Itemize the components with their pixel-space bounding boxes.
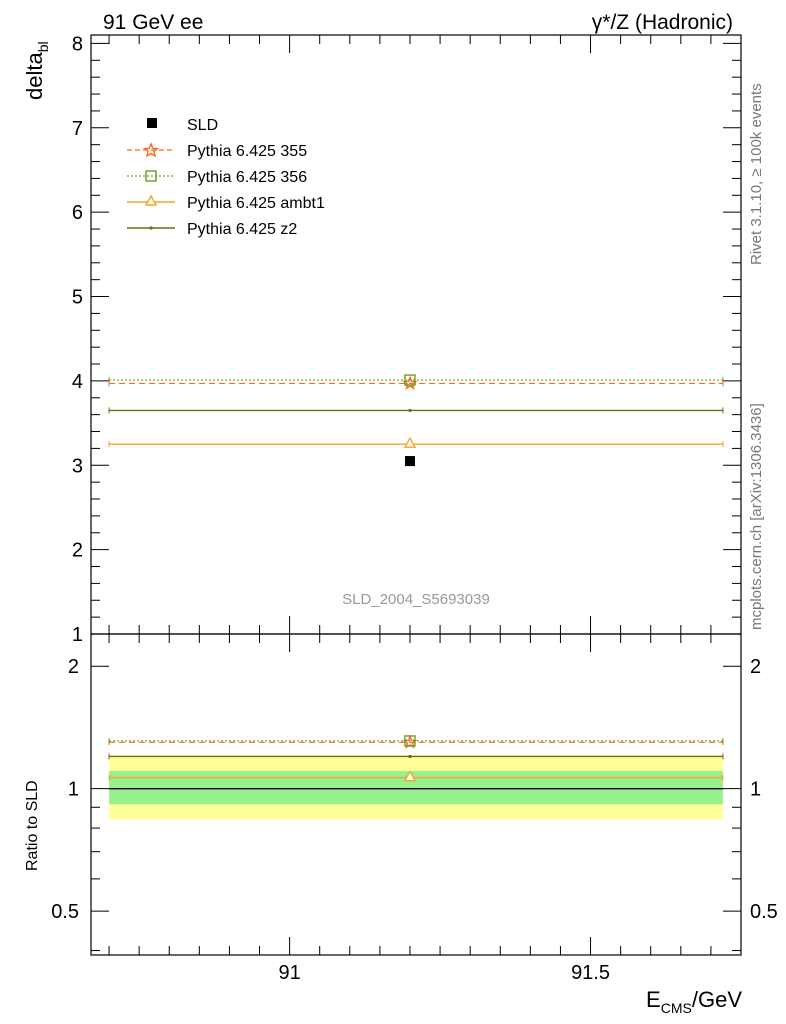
main-point-series-4 bbox=[408, 408, 412, 413]
main-point-series-2 bbox=[404, 374, 416, 386]
legend-label-355: Pythia 6.425 355 bbox=[187, 143, 307, 160]
ratio-y-tick-label-right: 1 bbox=[750, 779, 761, 801]
main-point-series-3 bbox=[403, 436, 417, 448]
legend-marker-z2 bbox=[149, 226, 153, 230]
legend-label-sld: SLD bbox=[187, 117, 218, 134]
legend-marker-ambt1 bbox=[144, 194, 158, 206]
main-y-label: deltabl bbox=[22, 41, 51, 100]
y-tick-label: 2 bbox=[72, 540, 83, 562]
ratio-panel: 0.5 0.5 1 1 2 2 91 91.5 bbox=[51, 633, 778, 984]
ratio-point-series-4 bbox=[408, 754, 412, 759]
ratio-y-label: Ratio to SLD bbox=[24, 780, 41, 871]
legend: SLD Pythia 6.425 355 Pythia 6.425 356 Py… bbox=[127, 117, 325, 238]
legend-label-ambt1: Pythia 6.425 ambt1 bbox=[187, 195, 325, 212]
y-tick-label: 5 bbox=[72, 287, 83, 309]
mcplots-label: mcplots.cern.ch [arXiv:1306.3436] bbox=[748, 403, 765, 630]
legend-marker-sld bbox=[147, 118, 157, 128]
y-tick-label: 1 bbox=[72, 624, 83, 646]
rivet-label: Rivet 3.1.10, ≥ 100k events bbox=[748, 83, 765, 265]
ratio-frame bbox=[90, 633, 742, 956]
y-tick-label: 3 bbox=[72, 455, 83, 477]
x-axis-label: ECMS/GeV bbox=[646, 987, 742, 1016]
ratio-point-series-3 bbox=[403, 770, 417, 782]
y-tick-label: 4 bbox=[72, 371, 83, 393]
y-tick-label: 7 bbox=[72, 118, 83, 140]
ratio-y-tick-label-right: 0.5 bbox=[750, 901, 778, 923]
legend-marker-355 bbox=[142, 142, 160, 158]
ratio-point-series-2 bbox=[404, 735, 416, 747]
ratio-y-tick-label: 2 bbox=[68, 656, 79, 678]
y-tick-label: 8 bbox=[72, 33, 83, 55]
x-tick-label: 91.5 bbox=[571, 962, 610, 984]
main-panel: 1 2 3 4 5 6 7 8 bbox=[72, 33, 742, 646]
error-band-inner bbox=[109, 771, 723, 805]
legend-marker-356 bbox=[145, 170, 157, 182]
header-left: 91 GeV ee bbox=[103, 11, 203, 34]
ratio-y-tick-label: 1 bbox=[68, 779, 79, 801]
header-right: γ*/Z (Hadronic) bbox=[592, 11, 733, 34]
analysis-id: SLD_2004_S5693039 bbox=[342, 591, 490, 608]
y-tick-label: 6 bbox=[72, 202, 83, 224]
legend-label-z2: Pythia 6.425 z2 bbox=[187, 221, 297, 238]
data-point-sld bbox=[404, 456, 415, 467]
x-tick-label: 91 bbox=[278, 962, 300, 984]
ratio-y-tick-label: 0.5 bbox=[51, 901, 79, 923]
legend-label-356: Pythia 6.425 356 bbox=[187, 169, 307, 186]
ratio-y-tick-label-right: 2 bbox=[750, 656, 761, 678]
